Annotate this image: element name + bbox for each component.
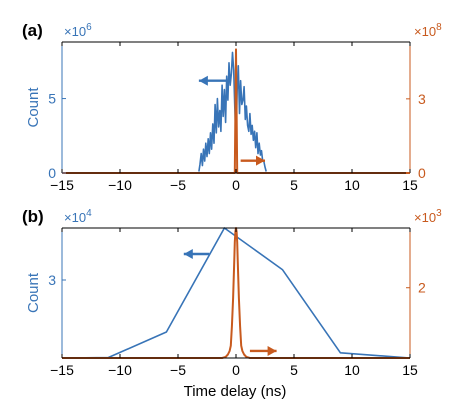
x-tick-label: 10 (344, 362, 360, 378)
left-y-tick-label: 0 (48, 165, 56, 181)
blue-left-arrow-head (183, 249, 193, 259)
x-tick-label: 0 (232, 177, 240, 193)
x-tick-label: −15 (50, 177, 74, 193)
right-exponent-power: 8 (436, 22, 442, 33)
right-y-tick-label: 3 (418, 91, 426, 107)
x-tick-label: 15 (402, 177, 418, 193)
x-tick-label: 5 (290, 362, 298, 378)
blue-left-arrow-head (198, 75, 208, 86)
left-y-axis-label: Count (25, 272, 42, 313)
left-exponent-base: ×10 (64, 210, 86, 225)
right-exponent-label: ×108 (414, 22, 442, 39)
orange-right-arrow-head (267, 345, 277, 356)
right-exponent-power: 3 (436, 208, 442, 219)
series-orange-line (62, 48, 410, 174)
series-orange-line (62, 227, 410, 359)
right-y-tick-label: 0 (418, 165, 426, 181)
panel-label: (a) (22, 21, 43, 40)
x-tick-label: 0 (232, 362, 240, 378)
orange-right-arrow-head (256, 155, 265, 166)
right-exponent-base: ×10 (414, 210, 436, 225)
right-exponent-label: ×103 (414, 208, 442, 225)
x-axis-label: Time delay (ns) (184, 383, 287, 400)
left-exponent-label: ×104 (64, 208, 92, 225)
left-y-tick-label: 3 (48, 272, 56, 288)
right-y-tick-label: 2 (418, 280, 426, 296)
series-blue-line (61, 227, 411, 359)
x-tick-label: −15 (50, 362, 74, 378)
left-y-tick-label: 5 (48, 91, 56, 107)
x-tick-label: 15 (402, 362, 418, 378)
series-blue-line (198, 51, 267, 172)
x-tick-label: −10 (108, 362, 132, 378)
x-tick-label: 10 (344, 177, 360, 193)
panel-label: (b) (22, 207, 44, 226)
x-tick-label: −5 (170, 362, 186, 378)
x-tick-label: 5 (290, 177, 298, 193)
x-tick-label: −10 (108, 177, 132, 193)
left-exponent-label: ×106 (64, 22, 92, 39)
left-exponent-power: 6 (86, 22, 92, 33)
right-exponent-base: ×10 (414, 24, 436, 39)
x-tick-label: −5 (170, 177, 186, 193)
left-exponent-power: 4 (86, 208, 92, 219)
left-exponent-base: ×10 (64, 24, 86, 39)
left-y-axis-label: Count (25, 87, 42, 128)
